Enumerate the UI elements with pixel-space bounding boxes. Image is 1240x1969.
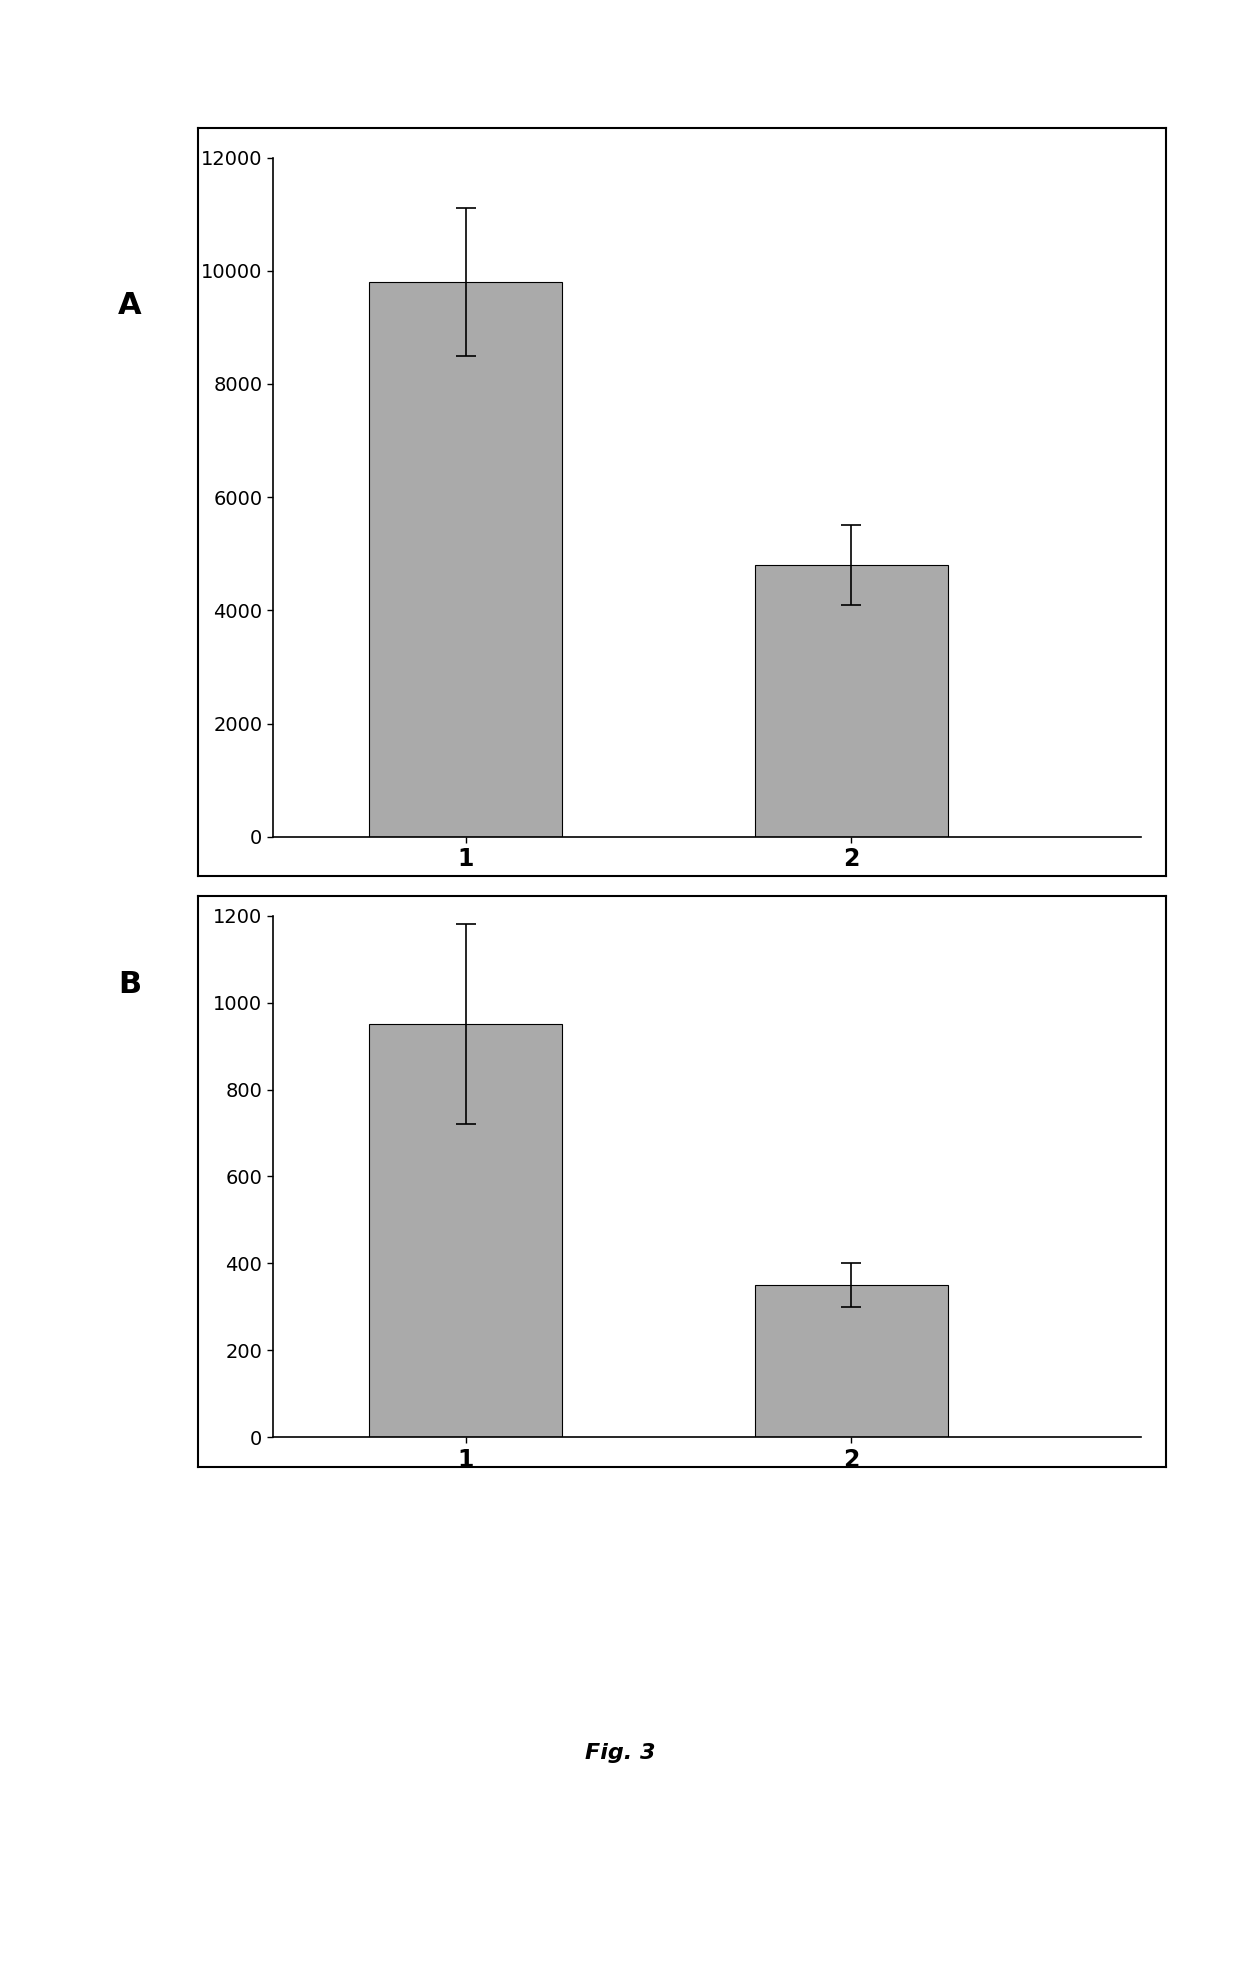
Bar [370, 1024, 562, 1437]
Bar [370, 282, 562, 837]
Text: A: A [118, 291, 141, 319]
Text: Fig. 3: Fig. 3 [585, 1743, 655, 1762]
Bar [755, 1286, 947, 1437]
Bar [755, 565, 947, 837]
Text: B: B [118, 971, 141, 998]
